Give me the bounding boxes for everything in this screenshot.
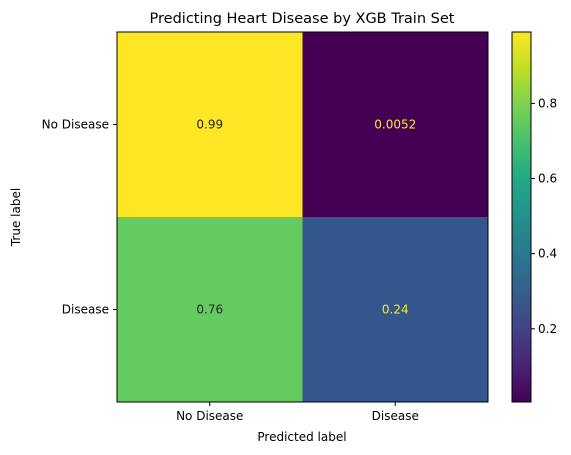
heatmap-cell-r1-c1 [302,217,488,402]
x-axis-label: Predicted label [257,430,346,444]
colorbar [511,31,532,403]
heatmap-cells [117,32,488,402]
colorbar-tick-label: 0.6 [538,172,557,186]
x-tick-label: Disease [372,409,419,423]
y-tick-label: No Disease [42,118,109,132]
colorbar-tick-label: 0.2 [538,322,557,336]
x-axis-ticks: No Disease Disease [176,402,419,423]
cell-value-label-r1-c1: 0.24 [382,303,409,317]
colorbar-ticks: 0.2 0.4 0.6 0.8 [531,96,557,336]
heatmap-cell-r0-c1 [302,32,488,217]
y-axis-label: True label [9,188,23,247]
colorbar-tick-label: 0.4 [538,247,557,261]
x-tick-label: No Disease [176,409,243,423]
cell-value-label-r0-c1: 0.0052 [374,118,416,132]
colorbar-tick-label: 0.8 [538,96,557,110]
plot-frame [116,31,489,403]
chart-title: Predicting Heart Disease by XGB Train Se… [150,11,455,27]
heatmap-cell-r0-c0 [117,32,303,217]
y-axis-ticks: No Disease Disease [42,118,117,317]
heatmap-cell-r1-c0 [117,217,303,402]
cell-value-label-r1-c0: 0.76 [196,303,223,317]
heatmap-cell-labels: 0.99 0.0052 0.76 0.24 [196,118,416,317]
cell-value-label-r0-c0: 0.99 [196,118,223,132]
y-tick-label: Disease [62,303,109,317]
